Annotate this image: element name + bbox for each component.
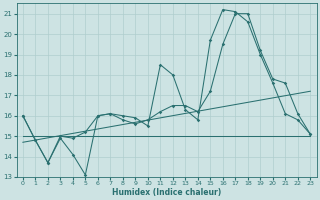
X-axis label: Humidex (Indice chaleur): Humidex (Indice chaleur) [112,188,221,197]
